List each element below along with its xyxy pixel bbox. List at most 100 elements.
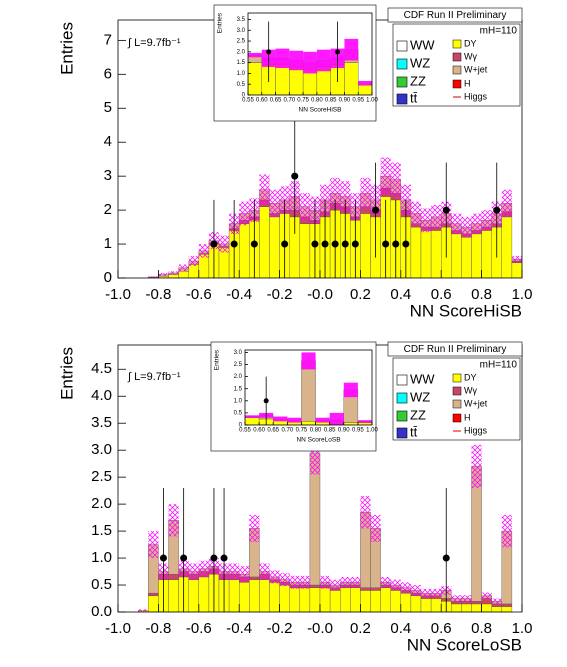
- data-point: [266, 49, 272, 55]
- legend-label: ZZ: [410, 73, 426, 88]
- uncertainty-band: [360, 177, 371, 209]
- uncertainty-band: [491, 598, 502, 604]
- uncertainty-band: [358, 80, 372, 86]
- uncertainty-band: [178, 264, 189, 272]
- uncertainty-band: [501, 514, 512, 548]
- x-tick-label: 0.70: [281, 428, 293, 434]
- bar: [471, 601, 482, 605]
- x-tick-label: 0.2: [350, 286, 371, 303]
- data-point: [230, 240, 238, 248]
- x-tick-label: 0.2: [350, 620, 371, 637]
- bar: [461, 603, 472, 612]
- x-tick-label: 0.55: [239, 428, 251, 434]
- legend-label: H: [464, 412, 471, 422]
- legend-label: Wγ: [464, 51, 477, 61]
- x-tick-label: 0.85: [325, 98, 337, 104]
- uncertainty-band: [168, 271, 179, 275]
- y-tick-label: 1.5: [237, 60, 246, 66]
- y-tick-label: 1.0: [91, 549, 112, 566]
- bar: [451, 233, 462, 278]
- uncertainty-band: [329, 412, 344, 425]
- y-tick-label: 5: [104, 99, 112, 116]
- x-tick-label: -0.0: [307, 286, 333, 303]
- x-tick-label: 0.95: [352, 98, 364, 104]
- uncertainty-band: [340, 576, 351, 588]
- y-tick-label: 3.5: [91, 414, 112, 431]
- bar: [248, 62, 262, 95]
- uncertainty-band: [511, 255, 522, 263]
- bar: [400, 592, 412, 612]
- y-tick-label: 0: [242, 93, 246, 99]
- legend-swatch: [452, 386, 462, 396]
- x-tick-label: 0.85: [324, 428, 336, 434]
- uncertainty-band: [360, 496, 371, 529]
- bar: [238, 223, 250, 278]
- bar: [481, 598, 492, 605]
- legend-label: Wγ: [464, 385, 477, 395]
- legend-swatch: [396, 76, 408, 88]
- data-point: [392, 240, 400, 248]
- bar: [420, 230, 432, 278]
- x-tick-label: 1.0: [512, 286, 533, 303]
- bar: [301, 421, 316, 425]
- bar: [329, 590, 341, 612]
- uncertainty-band: [279, 573, 290, 587]
- chart-panel: 0.55 0.60 0.65 0.70 0.75 0.80 0.85 0.90 0.95 1.00…: [213, 4, 378, 122]
- x-tick-label: -0.2: [267, 286, 293, 303]
- uncertainty-band: [471, 213, 482, 234]
- bar: [511, 262, 522, 278]
- legend-swatch: [396, 93, 408, 105]
- bar: [370, 587, 381, 591]
- bar: [309, 584, 321, 588]
- x-tick-label: 0.6: [431, 620, 452, 637]
- bar: [491, 603, 503, 607]
- legend-swatch: [396, 392, 408, 404]
- uncertainty-band: [316, 49, 331, 72]
- legend-swatch: [396, 58, 408, 70]
- bar: [245, 417, 260, 425]
- x-tick-label: 0.65: [270, 98, 282, 104]
- uncertainty-band: [138, 609, 149, 612]
- bar: [360, 590, 371, 612]
- legend-label: DY: [464, 372, 477, 382]
- bar: [198, 254, 210, 278]
- legend-label: WZ: [410, 389, 430, 404]
- data-point: [493, 206, 501, 214]
- x-tick-label: 0.55: [242, 98, 254, 104]
- data-point: [263, 398, 269, 404]
- uncertainty-band: [320, 575, 331, 589]
- bar: [430, 598, 442, 612]
- y-tick-label: 1: [104, 235, 112, 252]
- y-axis-label: Entries: [57, 347, 76, 400]
- chart-panel: -1.0 -0.8 -0.6 -0.4 -0.2 -0.0 0.2 0.4 0.6 0.8 1.00…: [57, 7, 533, 320]
- bar: [358, 85, 372, 95]
- legend-swatch: [396, 410, 408, 422]
- x-tick-label: 0.80: [311, 98, 323, 104]
- data-point: [335, 49, 341, 55]
- y-tick-label: 2.5: [91, 468, 112, 485]
- uncertainty-band: [390, 162, 401, 197]
- bar: [249, 576, 260, 580]
- x-tick-label: 0.6: [431, 286, 452, 303]
- legend-swatch: [396, 374, 408, 386]
- y-tick-label: 3.0: [237, 28, 246, 34]
- x-tick-label: -0.8: [145, 286, 171, 303]
- bar: [370, 590, 381, 612]
- y-tick-label: 2.0: [237, 49, 246, 55]
- y-tick-label: 3.0: [91, 441, 112, 458]
- x-tick-label: 0.8: [471, 286, 492, 303]
- bar: [198, 576, 210, 612]
- bar: [188, 579, 199, 612]
- experiment-label: CDF Run II Preliminary: [404, 10, 507, 21]
- x-tick-label: -0.4: [226, 620, 252, 637]
- uncertainty-band: [421, 208, 432, 233]
- bar: [178, 271, 189, 278]
- plot-area: [148, 118, 522, 278]
- bar: [461, 237, 472, 278]
- legend-label: WW: [410, 37, 435, 52]
- y-tick-label: 0: [104, 269, 112, 286]
- uncertainty-band: [309, 431, 320, 475]
- data-point: [402, 240, 410, 248]
- legend-label: tt̄: [410, 424, 418, 439]
